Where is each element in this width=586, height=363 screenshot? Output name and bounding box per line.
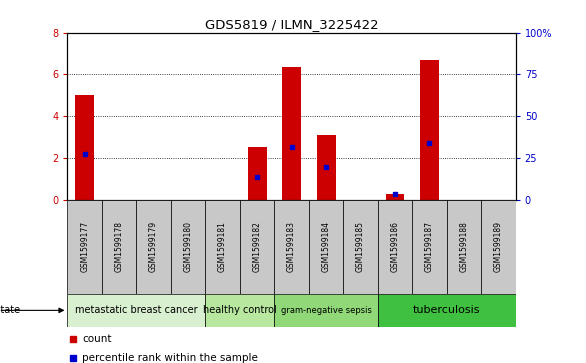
Title: GDS5819 / ILMN_3225422: GDS5819 / ILMN_3225422 (205, 19, 379, 32)
Bar (171, 200, 205, 294)
Bar (412, 200, 447, 294)
Bar (481, 200, 516, 294)
Bar (67, 200, 102, 294)
Text: GSM1599186: GSM1599186 (390, 221, 400, 272)
Bar (274, 294, 378, 327)
Text: count: count (82, 334, 112, 344)
Bar (378, 200, 412, 294)
Bar (316, 135, 336, 200)
Bar (343, 200, 378, 294)
Text: healthy control: healthy control (203, 305, 277, 315)
Text: gram-negative sepsis: gram-negative sepsis (281, 306, 372, 315)
Text: GSM1599184: GSM1599184 (322, 221, 331, 272)
Text: GSM1599185: GSM1599185 (356, 221, 365, 272)
Text: GSM1599181: GSM1599181 (218, 221, 227, 272)
Bar (240, 200, 274, 294)
Text: GSM1599187: GSM1599187 (425, 221, 434, 272)
Bar (247, 147, 267, 200)
Text: metastatic breast cancer: metastatic breast cancer (75, 305, 197, 315)
Bar (205, 294, 274, 327)
Text: GSM1599178: GSM1599178 (115, 221, 124, 272)
Bar (386, 194, 404, 200)
Text: GSM1599180: GSM1599180 (183, 221, 193, 272)
Bar (205, 200, 240, 294)
Text: GSM1599177: GSM1599177 (80, 221, 89, 272)
Text: disease state: disease state (0, 305, 21, 315)
Text: GSM1599189: GSM1599189 (494, 221, 503, 272)
Bar (137, 200, 171, 294)
Text: percentile rank within the sample: percentile rank within the sample (82, 352, 258, 363)
Text: tuberculosis: tuberculosis (413, 305, 481, 315)
Bar (102, 200, 137, 294)
Bar (274, 200, 309, 294)
Bar (67, 294, 205, 327)
Bar (378, 294, 516, 327)
Bar (420, 60, 439, 200)
Text: GSM1599183: GSM1599183 (287, 221, 296, 272)
Text: GSM1599182: GSM1599182 (253, 221, 261, 272)
Text: GSM1599188: GSM1599188 (459, 221, 468, 272)
Text: GSM1599179: GSM1599179 (149, 221, 158, 272)
Bar (75, 95, 94, 200)
Bar (282, 67, 301, 200)
Bar (447, 200, 481, 294)
Bar (309, 200, 343, 294)
